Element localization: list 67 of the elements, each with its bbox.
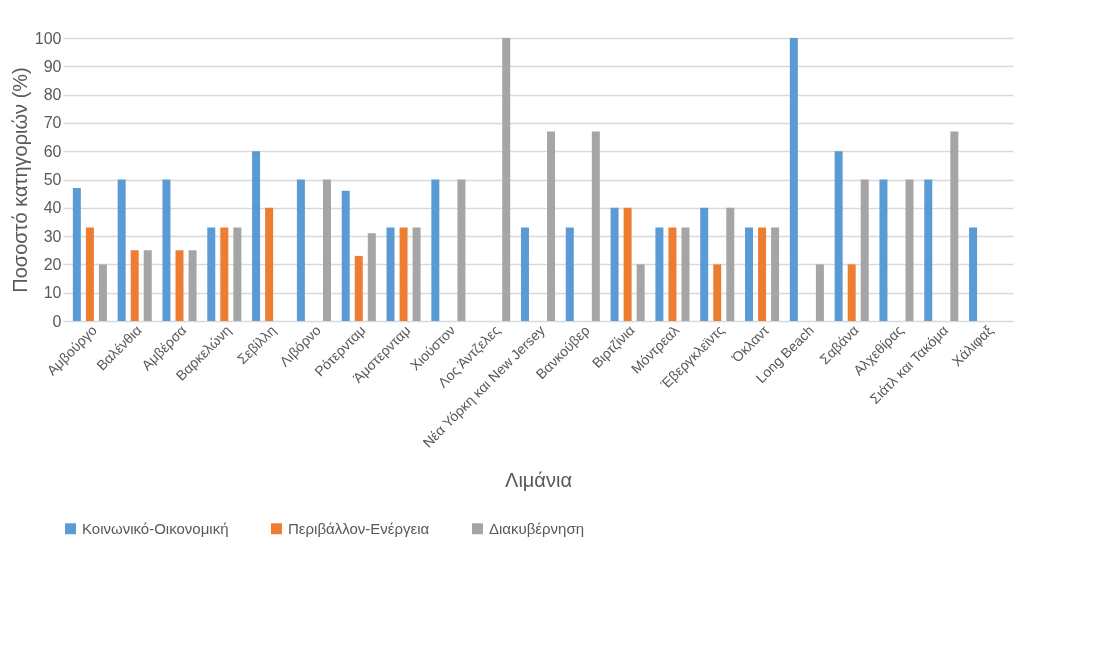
y-tick-label: 40 (43, 199, 62, 217)
bar (969, 227, 978, 321)
bar (175, 250, 184, 321)
bar (188, 250, 197, 321)
bar (847, 264, 856, 321)
bar (322, 179, 331, 321)
y-tick-label: 80 (43, 86, 62, 104)
bar (386, 227, 395, 321)
legend-label: Διακυβέρνηση (489, 519, 585, 537)
bar (713, 264, 722, 321)
bar (117, 179, 126, 321)
bar (789, 38, 798, 321)
bar (834, 151, 843, 321)
bar (924, 179, 933, 321)
bar (668, 227, 677, 321)
legend-label: Κοινωνικό-Οικονομική (82, 519, 229, 537)
y-tick-label: 60 (43, 142, 62, 160)
bar (233, 227, 242, 321)
bar (207, 227, 216, 321)
bar (265, 207, 274, 321)
bar (815, 264, 824, 321)
bar (623, 207, 632, 321)
bar (85, 227, 94, 321)
bar (354, 255, 363, 321)
bar (758, 227, 767, 321)
legend-label: Περιβάλλον-Ενέργεια (288, 519, 430, 537)
bar (879, 179, 888, 321)
bar (700, 207, 709, 321)
bar (296, 179, 305, 321)
bar (431, 179, 440, 321)
y-tick-label: 90 (43, 57, 62, 75)
bar (771, 227, 780, 321)
bar (367, 233, 376, 321)
bar (610, 207, 619, 321)
bar (143, 250, 152, 321)
bar (860, 179, 869, 321)
x-axis-title: Λιμάνια (505, 468, 572, 491)
y-tick-label: 10 (43, 284, 62, 302)
bar (457, 179, 466, 321)
y-axis-title: Ποσοστό κατηγοριών (%) (8, 67, 31, 293)
y-tick-label: 20 (43, 255, 62, 273)
bar (72, 187, 81, 321)
y-tick-label: 100 (34, 29, 62, 47)
bar (520, 227, 529, 321)
bar (745, 227, 754, 321)
bar (98, 264, 107, 321)
bar (547, 131, 556, 321)
y-tick-label: 70 (43, 114, 62, 132)
y-tick-label: 30 (43, 227, 62, 245)
bar (950, 131, 959, 321)
bar (220, 227, 229, 321)
bar (565, 227, 574, 321)
bar (591, 131, 600, 321)
bar (399, 227, 408, 321)
bar (412, 227, 421, 321)
bar (726, 207, 735, 321)
bar (252, 151, 261, 321)
bar (655, 227, 664, 321)
bar (681, 227, 690, 321)
bar (905, 179, 914, 321)
bar (502, 38, 511, 321)
bar (341, 190, 350, 321)
bar (130, 250, 139, 321)
y-tick-label: 0 (52, 312, 62, 330)
bar (636, 264, 645, 321)
bar (162, 179, 171, 321)
y-tick-label: 50 (43, 171, 62, 188)
